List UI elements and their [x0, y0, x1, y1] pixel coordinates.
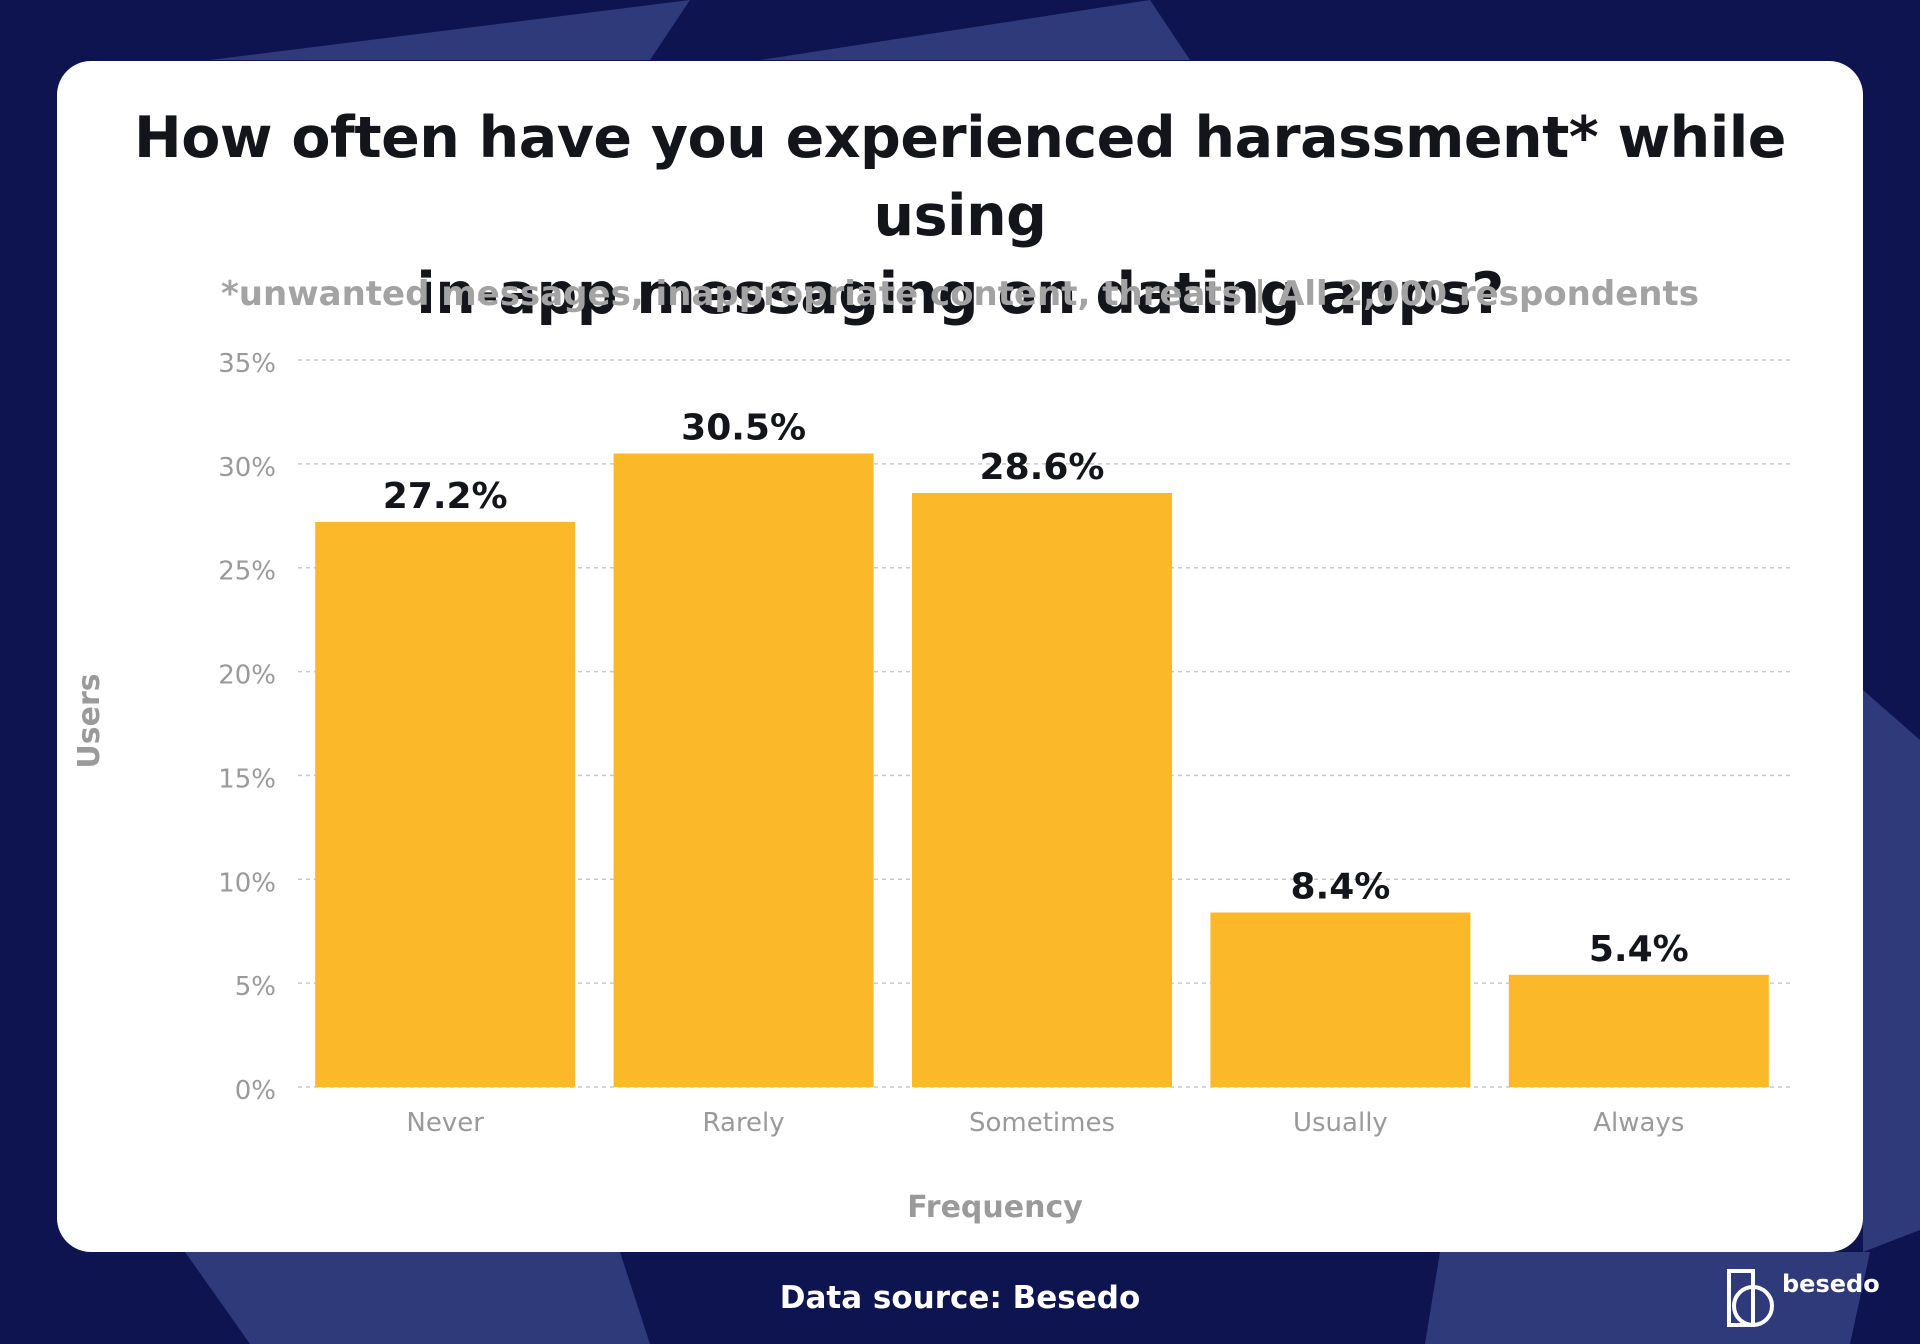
x-tick-label: Usually: [1293, 1108, 1388, 1138]
y-tick-label: 15%: [218, 764, 276, 794]
bg-panel-bottom-right: [1425, 1252, 1870, 1344]
title-line-2: in-app messaging on dating apps?: [416, 261, 1504, 327]
bar-never: [315, 522, 576, 1087]
data-label: 30.5%: [681, 407, 806, 448]
besedo-logo-icon: [1727, 1269, 1774, 1327]
bar-sometimes: [912, 492, 1172, 1087]
y-tick-label: 5%: [235, 972, 276, 1002]
x-tick-label: Sometimes: [969, 1108, 1115, 1138]
title-line-1: How often have you experienced harassmen…: [134, 105, 1786, 249]
besedo-logo-text: besedo: [1782, 1270, 1880, 1298]
data-label: 28.6%: [980, 447, 1105, 488]
bar-always: [1508, 974, 1769, 1087]
besedo-logo: besedo: [1726, 1268, 1880, 1328]
bg-panel-right: [1863, 690, 1920, 1252]
bar-chart: 0% 5% 10% 15% 20% 25% 30% 35% 27.2% Never 30.5% Rar…: [72, 349, 1790, 1225]
y-axis-label: Users: [72, 673, 107, 768]
bar-rarely: [613, 453, 874, 1087]
x-tick-label: Rarely: [703, 1108, 785, 1138]
x-tick-label: Always: [1593, 1108, 1684, 1138]
y-tick-label: 10%: [218, 868, 276, 898]
y-tick-label: 0%: [235, 1076, 276, 1106]
chart-subtitle: *unwanted messages, inappropriate conten…: [221, 274, 1699, 314]
data-label: 27.2%: [383, 476, 508, 517]
bar-usually: [1210, 912, 1471, 1087]
bg-panel-top-right: [760, 0, 1190, 60]
bg-panel-bottom-left: [185, 1252, 650, 1344]
x-axis-label: Frequency: [907, 1190, 1083, 1225]
chart-title: How often have you experienced harassmen…: [57, 99, 1863, 333]
bg-panel-top: [210, 0, 690, 60]
data-source-footer: Data source: Besedo: [779, 1280, 1141, 1316]
y-tick-label: 20%: [218, 661, 276, 691]
y-tick-label: 25%: [218, 557, 276, 587]
x-tick-label: Never: [406, 1108, 484, 1138]
chart-card: How often have you experienced harassmen…: [57, 61, 1863, 1252]
y-tick-label: 35%: [218, 349, 276, 379]
data-label: 5.4%: [1589, 929, 1689, 970]
data-label: 8.4%: [1290, 867, 1390, 908]
y-tick-label: 30%: [218, 453, 276, 483]
